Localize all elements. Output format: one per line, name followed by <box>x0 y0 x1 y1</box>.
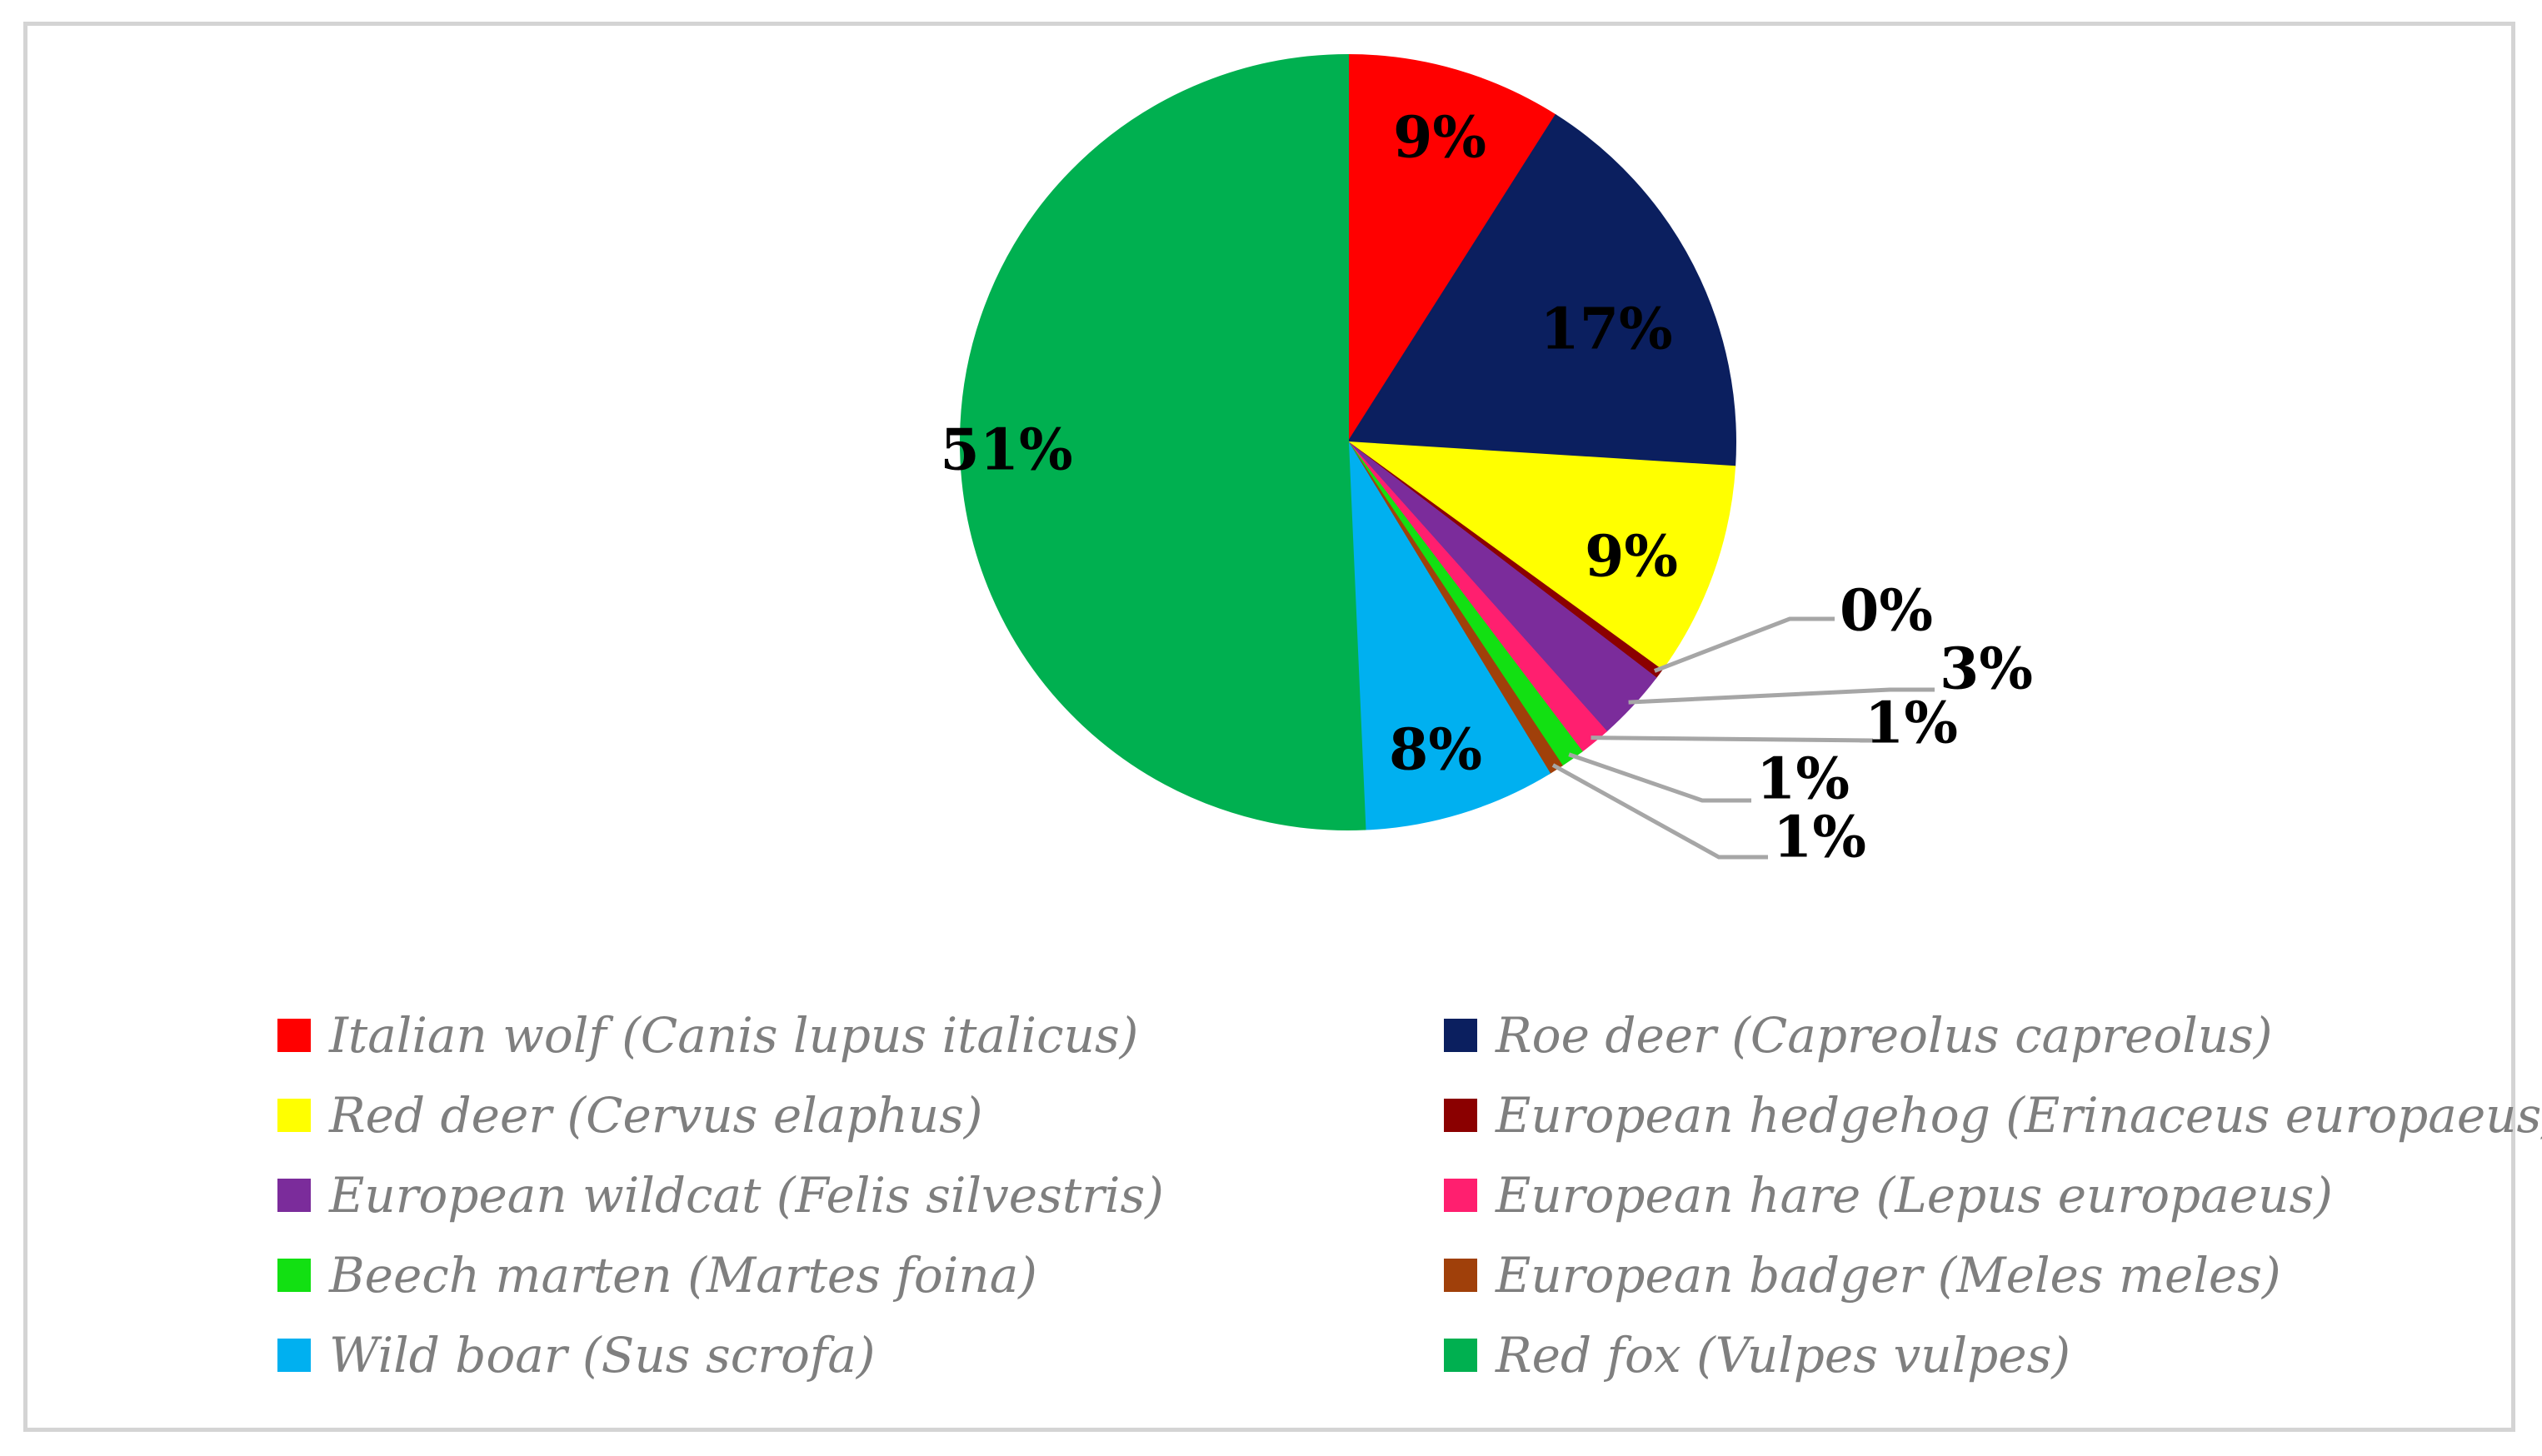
pie-slice <box>1345 441 1736 671</box>
legend-swatch <box>1444 1179 1477 1212</box>
legend-item: Red deer (Cervus elaphus) <box>277 1085 1444 1146</box>
chart-frame: 9% 17% 9% 0% 3% 1% 1% 1% 8% 51% Italian wolf (Can… <box>23 22 2542 1432</box>
leader-line <box>1568 752 1751 803</box>
slice-label: 8% <box>1389 717 1482 784</box>
legend-item: Red fox (Vulpes vulpes) <box>1444 1324 2527 1386</box>
legend: Italian wolf (Canis lupus italicus) Roe … <box>277 1005 2542 1386</box>
slice-label: 0% <box>1840 578 1933 645</box>
legend-item: European hare (Lepus europaeus) <box>1444 1164 2527 1226</box>
legend-swatch <box>277 1339 311 1372</box>
slice-label: 1% <box>1773 805 1866 871</box>
legend-swatch <box>277 1019 311 1052</box>
legend-label: Wild boar (Sus scrofa) <box>329 1327 876 1384</box>
legend-label: Red fox (Vulpes vulpes) <box>1496 1327 2070 1384</box>
legend-swatch <box>277 1099 311 1132</box>
legend-label: European hedgehog (Erinaceus europaeus) <box>1496 1087 2542 1144</box>
legend-label: European badger (Meles meles) <box>1496 1247 2281 1304</box>
legend-swatch <box>1444 1339 1477 1372</box>
legend-swatch <box>1444 1019 1477 1052</box>
legend-label: Italian wolf (Canis lupus italicus) <box>329 1007 1139 1064</box>
legend-swatch <box>277 1179 311 1212</box>
legend-label: European hare (Lepus europaeus) <box>1496 1167 2333 1224</box>
slice-label: 9% <box>1393 105 1486 172</box>
legend-item: Italian wolf (Canis lupus italicus) <box>277 1005 1444 1066</box>
slice-label: 17% <box>1540 297 1672 363</box>
legend-item: Roe deer (Capreolus capreolus) <box>1444 1005 2527 1066</box>
leader-line <box>1628 687 1935 705</box>
legend-label: Red deer (Cervus elaphus) <box>329 1087 983 1144</box>
slice-label: 1% <box>1756 746 1850 813</box>
pie-slice <box>1347 441 1551 830</box>
legend-item: Wild boar (Sus scrofa) <box>277 1324 1444 1386</box>
pie-slice <box>959 53 1366 830</box>
slice-label: 1% <box>1865 691 1958 757</box>
legend-swatch <box>1444 1259 1477 1292</box>
legend-item: European wildcat (Felis silvestris) <box>277 1164 1444 1226</box>
slice-label: 51% <box>940 417 1072 484</box>
legend-item: European hedgehog (Erinaceus europaeus) <box>1444 1085 2542 1146</box>
legend-swatch <box>1444 1099 1477 1132</box>
leader-line <box>1654 616 1835 673</box>
legend-label: Beech marten (Martes foina) <box>329 1247 1037 1304</box>
slice-label: 9% <box>1585 524 1678 591</box>
legend-label: Roe deer (Capreolus capreolus) <box>1496 1007 2273 1064</box>
pie-slice <box>1346 114 1736 468</box>
slice-label: 3% <box>1940 636 2033 703</box>
leader-line <box>1551 763 1768 860</box>
legend-swatch <box>277 1259 311 1292</box>
pie-chart: 9%17%9%0%3%1%1%1%8%51% <box>940 53 2033 871</box>
legend-item: European badger (Meles meles) <box>1444 1244 2527 1306</box>
leader-line <box>1591 735 1874 743</box>
legend-label: European wildcat (Felis silvestris) <box>329 1167 1164 1224</box>
pie-slice <box>1347 53 1557 446</box>
legend-item: Beech marten (Martes foina) <box>277 1244 1444 1306</box>
